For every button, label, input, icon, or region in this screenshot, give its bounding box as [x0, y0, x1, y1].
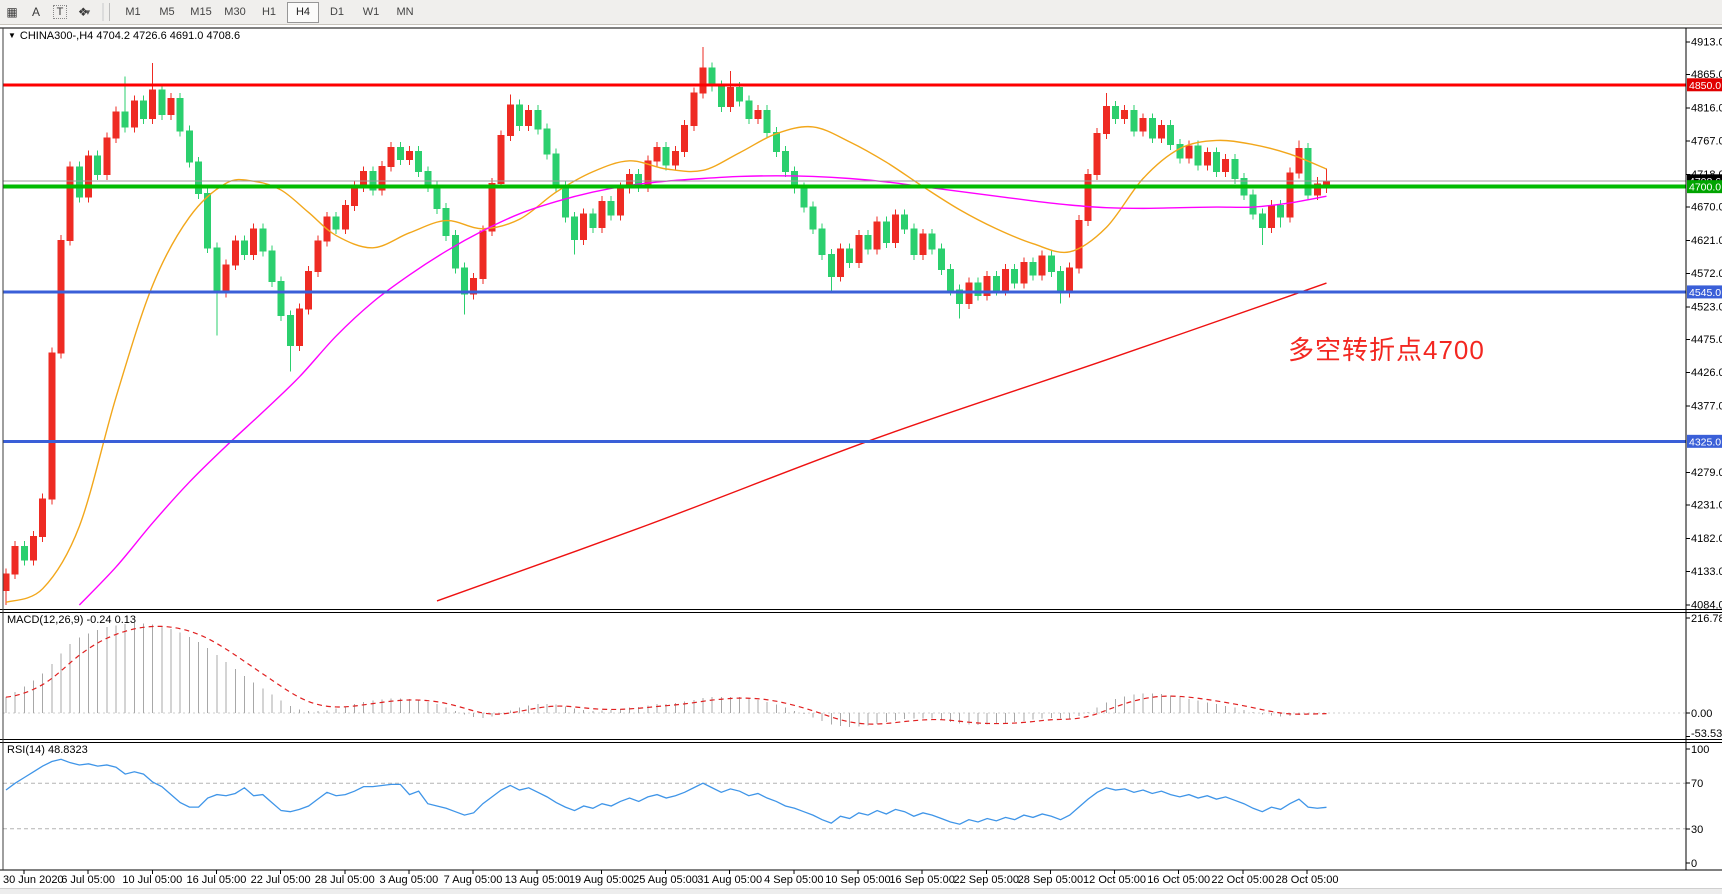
svg-text:4850.0: 4850.0 — [1689, 80, 1721, 92]
svg-text:4231.0: 4231.0 — [1691, 500, 1722, 512]
toolbar-separator — [102, 3, 110, 21]
svg-text:6 Jul 05:00: 6 Jul 05:00 — [61, 874, 115, 886]
svg-text:4545.0: 4545.0 — [1689, 287, 1721, 299]
toolbar: ▦ A T ❖ ▾ M1 M5 M15 M30 H1 H4 D1 W1 MN — [0, 0, 1722, 25]
price-axis[interactable] — [1686, 25, 1722, 870]
svg-text:216.78: 216.78 — [1691, 613, 1722, 625]
chart-canvas[interactable]: 4913.04865.04816.04767.04718.04670.04621… — [0, 25, 1722, 894]
svg-text:4325.0: 4325.0 — [1689, 436, 1721, 448]
svg-text:22 Jul 05:00: 22 Jul 05:00 — [251, 874, 311, 886]
rsi-line — [5, 758, 1327, 825]
macd-indicator-label: MACD(12,26,9) -0.24 0.13 — [7, 614, 137, 626]
svg-text:4621.0: 4621.0 — [1691, 235, 1722, 247]
timeframe-M5[interactable]: M5 — [159, 6, 175, 18]
svg-text:25 Aug 05:00: 25 Aug 05:00 — [633, 874, 698, 886]
svg-text:16 Jul 05:00: 16 Jul 05:00 — [186, 874, 246, 886]
candles-group — [2, 46, 1330, 605]
svg-text:4670.0: 4670.0 — [1691, 202, 1722, 214]
crosshair-icon[interactable]: ❖ ▾ — [77, 5, 91, 19]
svg-text:13 Aug 05:00: 13 Aug 05:00 — [505, 874, 570, 886]
svg-text:22 Sep 05:00: 22 Sep 05:00 — [954, 874, 1019, 886]
panel-borders — [0, 27, 1722, 871]
svg-text:19 Aug 05:00: 19 Aug 05:00 — [569, 874, 634, 886]
time-axis[interactable] — [0, 870, 1686, 888]
svg-text:30 Jun 2020: 30 Jun 2020 — [3, 874, 64, 886]
price-axis-labels: 4913.04865.04816.04767.04718.04670.04621… — [1686, 37, 1722, 870]
macd-signal-line — [5, 625, 1327, 725]
svg-text:70: 70 — [1691, 778, 1703, 790]
timeframe-M15[interactable]: M15 — [190, 6, 212, 18]
svg-text:22 Oct 05:00: 22 Oct 05:00 — [1211, 874, 1274, 886]
ma-fast-line — [5, 125, 1327, 603]
text-box-icon[interactable]: T — [49, 2, 71, 22]
svg-text:3 Aug 05:00: 3 Aug 05:00 — [380, 874, 439, 886]
svg-text:4700.0: 4700.0 — [1689, 182, 1721, 194]
ma-slow-line — [436, 282, 1327, 602]
timeframe-MN[interactable]: MN — [396, 6, 414, 18]
symbol-ohlc-line[interactable]: ▼ CHINA300-,H4 4704.2 4726.6 4691.0 4708.… — [8, 30, 240, 42]
window-bottom-strip — [0, 888, 1722, 894]
svg-text:100: 100 — [1691, 744, 1709, 756]
text-a-icon[interactable]: A — [31, 5, 40, 19]
svg-text:31 Aug 05:00: 31 Aug 05:00 — [697, 874, 762, 886]
svg-text:4 Sep 05:00: 4 Sep 05:00 — [764, 874, 823, 886]
svg-text:16 Sep 05:00: 16 Sep 05:00 — [889, 874, 954, 886]
svg-text:30: 30 — [1691, 824, 1703, 836]
hline-badge-4325.0: 4325.0 — [1687, 434, 1722, 448]
svg-text:4475.0: 4475.0 — [1691, 334, 1722, 346]
svg-text:10 Sep 05:00: 10 Sep 05:00 — [825, 874, 890, 886]
svg-text:4084.0: 4084.0 — [1691, 600, 1722, 612]
ma-mid-line — [78, 175, 1327, 606]
chart-properties-icon[interactable]: ▦ — [6, 5, 18, 19]
svg-text:4426.0: 4426.0 — [1691, 367, 1722, 379]
hline-badge-4700.0: 4700.0 — [1687, 180, 1722, 194]
svg-text:0: 0 — [1691, 858, 1697, 870]
svg-text:7 Aug 05:00: 7 Aug 05:00 — [444, 874, 503, 886]
svg-text:4572.0: 4572.0 — [1691, 268, 1722, 280]
horizontal-lines-group[interactable] — [3, 83, 1686, 443]
svg-text:-53.53: -53.53 — [1691, 728, 1722, 740]
timeframe-H1[interactable]: H1 — [261, 6, 277, 18]
hline-badge-4545.0: 4545.0 — [1687, 285, 1722, 299]
svg-text:10 Jul 05:00: 10 Jul 05:00 — [122, 874, 182, 886]
svg-text:4279.0: 4279.0 — [1691, 467, 1722, 479]
symbol-dropdown-icon[interactable]: ▼ — [8, 31, 16, 40]
svg-text:28 Oct 05:00: 28 Oct 05:00 — [1276, 874, 1339, 886]
svg-text:4133.0: 4133.0 — [1691, 566, 1722, 578]
timeframe-W1[interactable]: W1 — [362, 6, 380, 18]
svg-text:4523.0: 4523.0 — [1691, 301, 1722, 313]
svg-text:4182.0: 4182.0 — [1691, 533, 1722, 545]
svg-text:16 Oct 05:00: 16 Oct 05:00 — [1147, 874, 1210, 886]
chart-annotation-text[interactable]: 多空转折点4700 — [1288, 335, 1485, 365]
svg-text:28 Jul 05:00: 28 Jul 05:00 — [315, 874, 375, 886]
svg-text:4767.0: 4767.0 — [1691, 136, 1722, 148]
svg-text:28 Sep 05:00: 28 Sep 05:00 — [1018, 874, 1083, 886]
svg-text:4816.0: 4816.0 — [1691, 102, 1722, 114]
svg-text:0.00: 0.00 — [1691, 708, 1712, 720]
timeframe-H4[interactable]: H4 — [287, 1, 319, 23]
timeframe-M30[interactable]: M30 — [224, 6, 246, 18]
dropdown-caret-icon[interactable]: ▾ — [85, 6, 91, 17]
svg-text:12 Oct 05:00: 12 Oct 05:00 — [1083, 874, 1146, 886]
hline-badge-4850.0: 4850.0 — [1687, 78, 1722, 92]
symbol-ohlc-text: CHINA300-,H4 4704.2 4726.6 4691.0 4708.6 — [19, 30, 241, 42]
timeframe-M1[interactable]: M1 — [125, 6, 141, 18]
svg-text:4913.0: 4913.0 — [1691, 37, 1722, 49]
rsi-indicator-label: RSI(14) 48.8323 — [7, 744, 88, 756]
timeframe-D1[interactable]: D1 — [329, 6, 345, 18]
svg-text:4377.0: 4377.0 — [1691, 401, 1722, 413]
macd-histogram — [5, 623, 1327, 728]
svg-text:4865.0: 4865.0 — [1691, 69, 1722, 81]
